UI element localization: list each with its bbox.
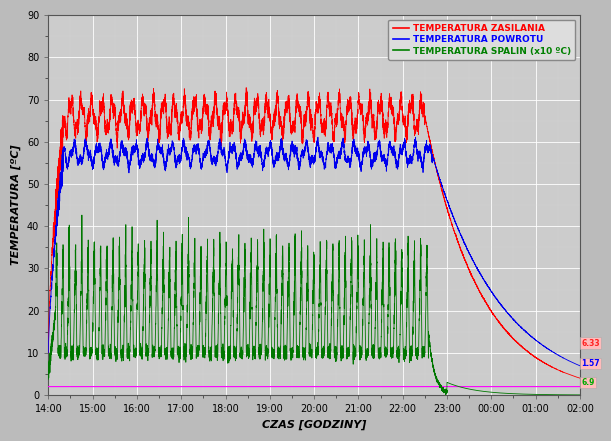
X-axis label: CZAS [GODZINY]: CZAS [GODZINY] [262, 420, 366, 430]
Text: 6.9: 6.9 [582, 377, 595, 387]
Y-axis label: TEMPERATURA [ºC]: TEMPERATURA [ºC] [11, 145, 21, 265]
Legend: TEMPERATURA ZASILANIA, TEMPERATURA POWROTU, TEMPERATURA SPALIN (x10 ºC): TEMPERATURA ZASILANIA, TEMPERATURA POWRO… [389, 20, 576, 60]
Text: 1.57: 1.57 [582, 359, 600, 368]
Text: 6.33: 6.33 [582, 339, 600, 348]
